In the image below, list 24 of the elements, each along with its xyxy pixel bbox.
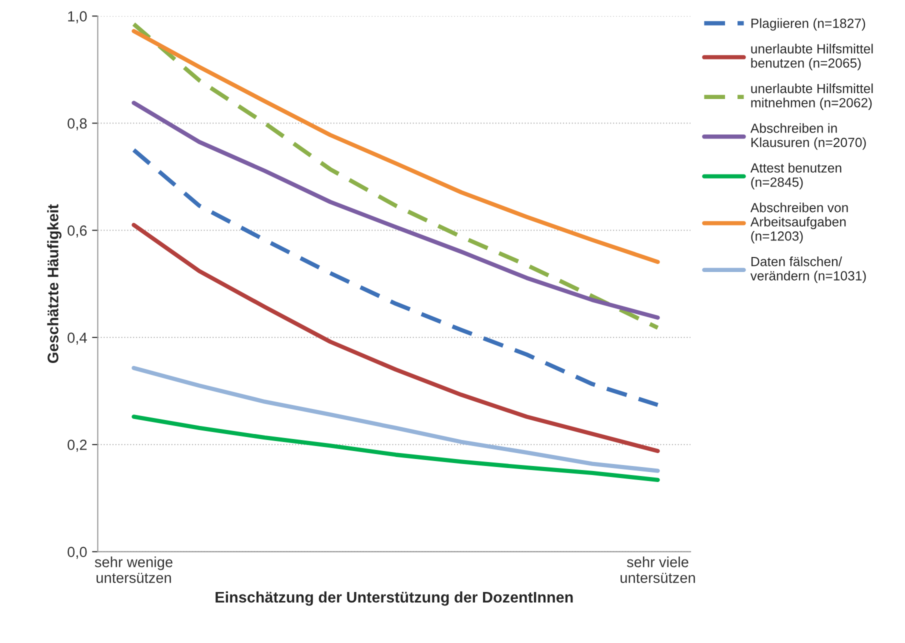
line-series (132, 28, 660, 264)
legend-label: Abschreiben von Arbeitsaufgaben (n=1203) (750, 202, 848, 244)
line-series (132, 22, 660, 330)
y-tick-label: 0,2 (68, 440, 87, 452)
y-tick-label: 1,0 (68, 11, 87, 24)
y-tick-label: 0,8 (68, 118, 87, 130)
legend-label: Abschreiben in Klausuren (n=2070) (750, 123, 866, 150)
x-tick-label: sehr wenige untersützen (94, 556, 172, 583)
legend-label: unerlaubte Hilfsmittel benutzen (n=2065) (751, 44, 873, 70)
line-series (132, 366, 660, 473)
legend-label: unerlaubte Hilfsmittel mitnehmen (n=2062) (751, 84, 873, 110)
x-tick-label: sehr viele untersützen (620, 556, 695, 583)
line-series (132, 414, 660, 482)
line-series (132, 100, 660, 320)
legend-label: Plagiieren (n=1827) (751, 18, 866, 31)
y-tick-label: 0,0 (68, 546, 87, 559)
legend-label: Attest benutzen (n=2845) (750, 162, 842, 190)
y-tick-label: 0,4 (68, 332, 87, 345)
line-series (132, 148, 660, 408)
x-axis-title: Einschätzung der Unterstützung der DozentInnen (216, 591, 573, 606)
legend-label: Daten fälschen/ verändern (n=1031) (750, 256, 866, 284)
y-tick-label: 0,6 (68, 225, 87, 238)
line-series (132, 222, 660, 454)
y-axis-title: Geschätzte Häufigkeit (47, 204, 62, 364)
